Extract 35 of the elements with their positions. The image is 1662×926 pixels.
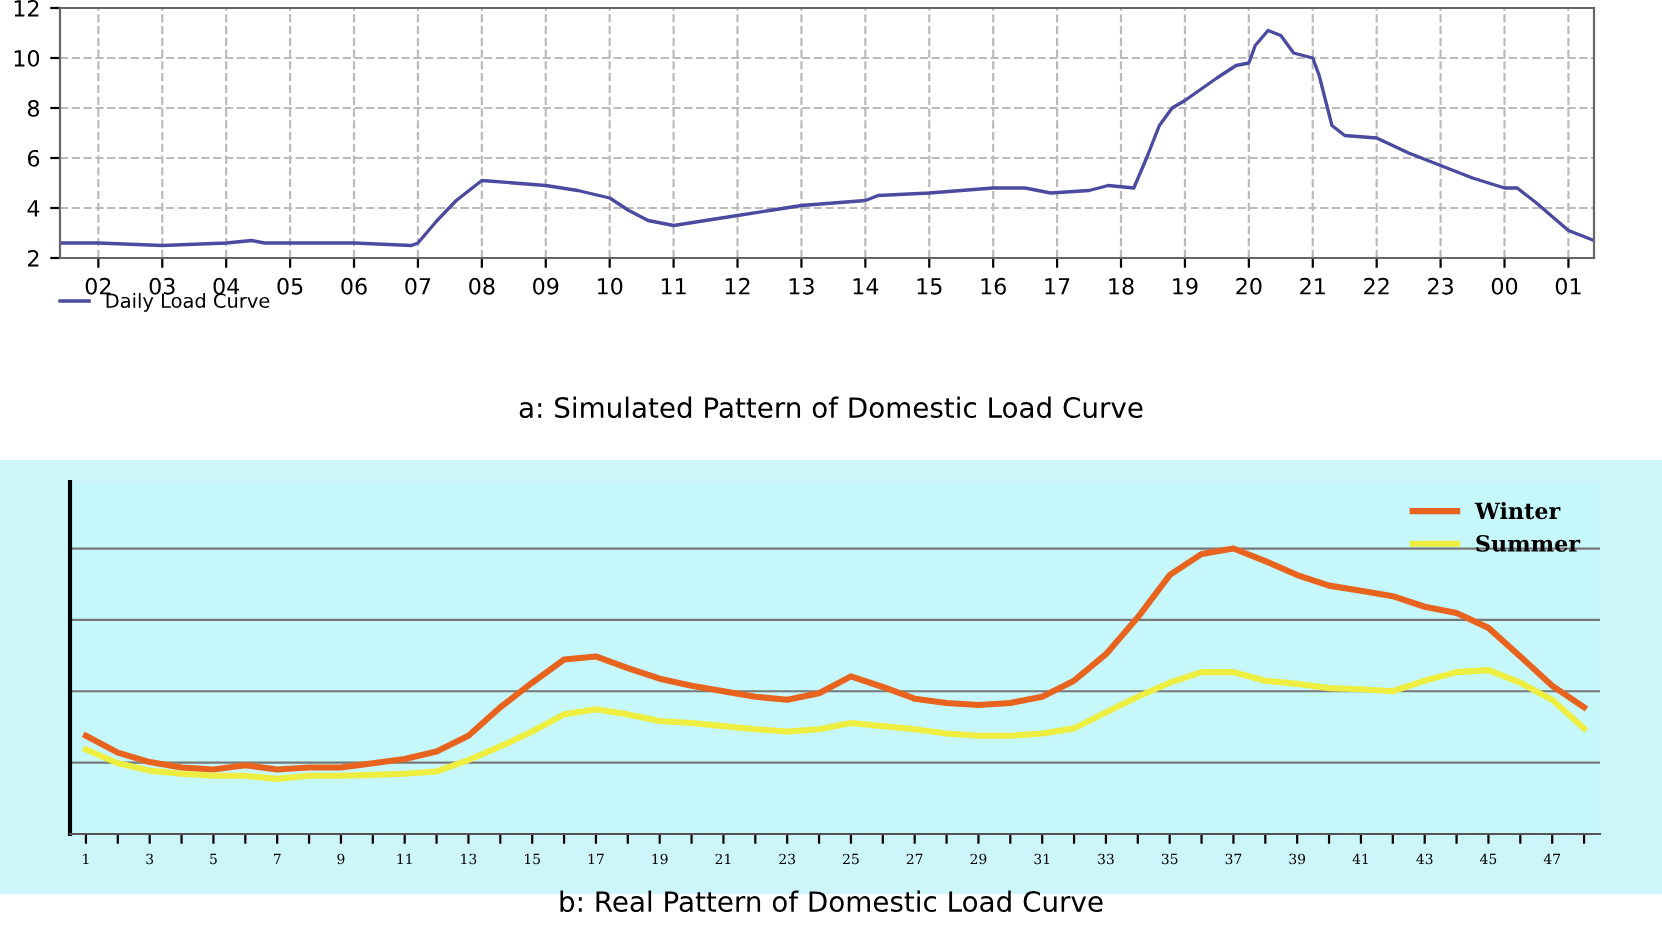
y-tick-label: 2 <box>28 249 39 267</box>
x-tick-label: 06 <box>341 277 367 295</box>
x-tick-label: 23 <box>1428 277 1453 295</box>
x-tick-label: 09 <box>533 277 559 295</box>
x-tick-label: 18 <box>1109 277 1134 295</box>
x-tick-label: 04 <box>213 277 240 295</box>
y-tick-label: 4 <box>27 200 40 217</box>
x-tick-label: 02 <box>85 277 111 295</box>
y-tick-label: 8 <box>27 99 40 117</box>
x-tick-label: 19 <box>1173 277 1198 295</box>
legend-label: Winter <box>1474 502 1561 520</box>
x-tick-label: 03 <box>149 277 175 295</box>
y-tick-label: 10 <box>14 49 40 67</box>
x-tick-label: 15 <box>917 278 942 295</box>
x-tick-label: 17 <box>1045 278 1070 295</box>
x-tick-label: 21 <box>1300 277 1325 295</box>
x-tick-label: 08 <box>469 277 495 295</box>
x-tick-label: 11 <box>661 278 686 295</box>
legend-label: Daily Load Curve <box>106 293 270 312</box>
x-tick-label: 12 <box>725 277 750 295</box>
x-tick-label: 10 <box>597 277 623 295</box>
x-tick-label: 16 <box>981 277 1006 295</box>
x-tick-label: 22 <box>1364 277 1389 295</box>
text: b: Real Pattern of Domestic Load Curve <box>560 890 1103 913</box>
x-tick-label: 13 <box>789 277 814 295</box>
legend-label: Summer <box>1476 535 1581 552</box>
x-tick-label: 05 <box>277 277 303 295</box>
y-tick-label: 6 <box>27 149 40 167</box>
y-tick-label: 12 <box>14 0 39 17</box>
x-tick-label: 20 <box>1236 277 1262 295</box>
text: a: Simulated Pattern of Domestic Load Curve <box>519 396 1143 419</box>
x-tick-label: 00 <box>1491 277 1518 295</box>
x-tick-label: 07 <box>405 277 431 295</box>
x-tick-label: 14 <box>853 278 879 295</box>
x-tick-label: 01 <box>1555 277 1581 295</box>
